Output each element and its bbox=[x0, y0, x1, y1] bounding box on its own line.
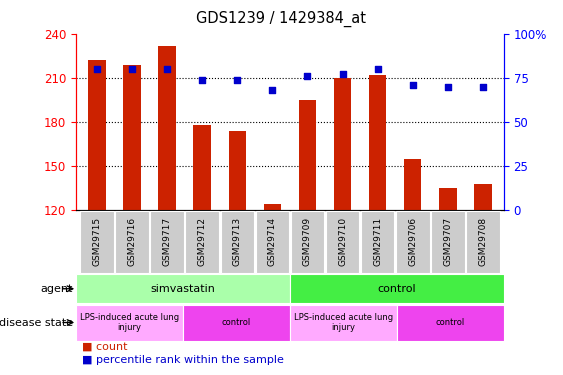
Bar bbox=[150, 211, 184, 273]
Text: control: control bbox=[222, 318, 251, 327]
Point bbox=[198, 76, 207, 82]
Text: GSM29709: GSM29709 bbox=[303, 217, 312, 266]
Text: ■ count: ■ count bbox=[82, 342, 127, 352]
Point bbox=[92, 66, 101, 72]
Bar bbox=[256, 211, 289, 273]
Bar bbox=[291, 211, 324, 273]
Text: GSM29716: GSM29716 bbox=[128, 217, 137, 266]
Text: GSM29711: GSM29711 bbox=[373, 217, 382, 266]
Bar bbox=[396, 211, 430, 273]
Point bbox=[443, 84, 452, 90]
Text: GSM29713: GSM29713 bbox=[233, 217, 242, 266]
Text: GSM29712: GSM29712 bbox=[198, 217, 207, 266]
Bar bbox=[76, 274, 290, 303]
Bar bbox=[326, 211, 359, 273]
Bar bbox=[80, 211, 114, 273]
Bar bbox=[466, 211, 500, 273]
Bar bbox=[76, 304, 183, 340]
Bar bbox=[334, 78, 351, 210]
Bar bbox=[474, 184, 491, 210]
Text: LPS-induced acute lung
injury: LPS-induced acute lung injury bbox=[294, 313, 393, 332]
Bar bbox=[221, 211, 254, 273]
Point bbox=[163, 66, 172, 72]
Bar bbox=[158, 45, 176, 210]
Bar bbox=[290, 304, 397, 340]
Bar bbox=[369, 75, 386, 210]
Text: LPS-induced acute lung
injury: LPS-induced acute lung injury bbox=[80, 313, 179, 332]
Text: GSM29710: GSM29710 bbox=[338, 217, 347, 266]
Text: disease state: disease state bbox=[0, 318, 73, 327]
Bar bbox=[404, 159, 422, 210]
Bar bbox=[263, 204, 281, 210]
Bar bbox=[123, 64, 141, 210]
Bar bbox=[229, 131, 246, 210]
Point bbox=[233, 76, 242, 82]
Text: control: control bbox=[436, 318, 465, 327]
Text: GSM29715: GSM29715 bbox=[92, 217, 101, 266]
Bar bbox=[115, 211, 149, 273]
Bar bbox=[185, 211, 219, 273]
Bar bbox=[439, 188, 457, 210]
Bar bbox=[183, 304, 290, 340]
Text: GSM29708: GSM29708 bbox=[479, 217, 488, 266]
Text: GSM29706: GSM29706 bbox=[408, 217, 417, 266]
Point bbox=[303, 73, 312, 79]
Point bbox=[128, 66, 137, 72]
Point bbox=[268, 87, 277, 93]
Bar bbox=[194, 125, 211, 210]
Text: ■ percentile rank within the sample: ■ percentile rank within the sample bbox=[82, 355, 284, 365]
Bar bbox=[299, 100, 316, 210]
Point bbox=[479, 84, 488, 90]
Text: agent: agent bbox=[41, 284, 73, 294]
Point bbox=[373, 66, 382, 72]
Text: simvastatin: simvastatin bbox=[150, 284, 216, 294]
Text: GDS1239 / 1429384_at: GDS1239 / 1429384_at bbox=[196, 11, 367, 27]
Text: GSM29717: GSM29717 bbox=[163, 217, 172, 266]
Bar bbox=[397, 304, 504, 340]
Text: GSM29707: GSM29707 bbox=[443, 217, 452, 266]
Point bbox=[408, 82, 417, 88]
Point bbox=[338, 71, 347, 77]
Bar bbox=[431, 211, 464, 273]
Bar bbox=[290, 274, 504, 303]
Text: control: control bbox=[378, 284, 416, 294]
Bar bbox=[88, 60, 106, 210]
Text: GSM29714: GSM29714 bbox=[268, 217, 277, 266]
Bar bbox=[361, 211, 395, 273]
